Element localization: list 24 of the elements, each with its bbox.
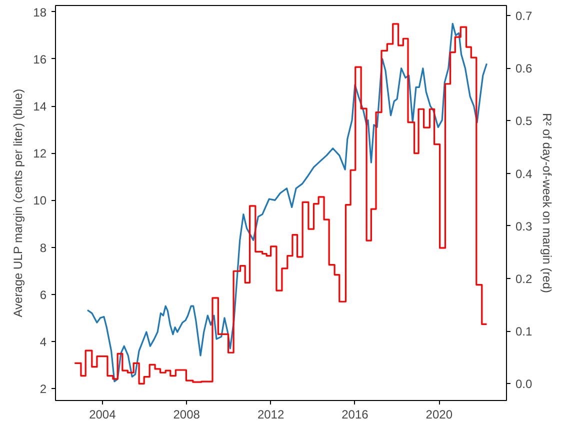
y-tick-label: 18 (33, 5, 47, 20)
y-tick-label: 8 (40, 240, 47, 255)
y2-tick-label: 0.4 (516, 166, 533, 181)
y-tick-label: 16 (33, 52, 47, 66)
y-tick-label: 2 (40, 382, 47, 396)
y2-tick-label: 0.7 (516, 8, 533, 23)
y2-tick-label: 0.2 (516, 272, 533, 286)
y-tick-label: 14 (33, 100, 47, 114)
x-tick-label: 2008 (173, 408, 200, 421)
y-tick-label: 12 (33, 146, 47, 161)
y-tick-label: 6 (40, 288, 47, 302)
y2-axis-title: R² of day-of-week on margin (red) (540, 112, 554, 294)
x-tick-label: 2016 (342, 408, 369, 421)
x-tick-label: 2012 (257, 408, 284, 421)
y2-tick-label: 0.3 (516, 219, 533, 234)
y-axis-title: Average ULP margin (cents per liter) (blue) (11, 88, 26, 318)
x-tick-label: 2004 (89, 408, 116, 421)
x-tick-label: 2020 (426, 408, 453, 421)
y2-tick-label: 0.5 (516, 114, 533, 128)
y-tick-label: 10 (33, 194, 47, 208)
y2-tick-label: 0.6 (516, 62, 533, 76)
y2-tick-label: 0.0 (516, 377, 533, 392)
y-tick-label: 4 (40, 334, 47, 349)
y2-tick-label: 0.1 (516, 324, 533, 339)
